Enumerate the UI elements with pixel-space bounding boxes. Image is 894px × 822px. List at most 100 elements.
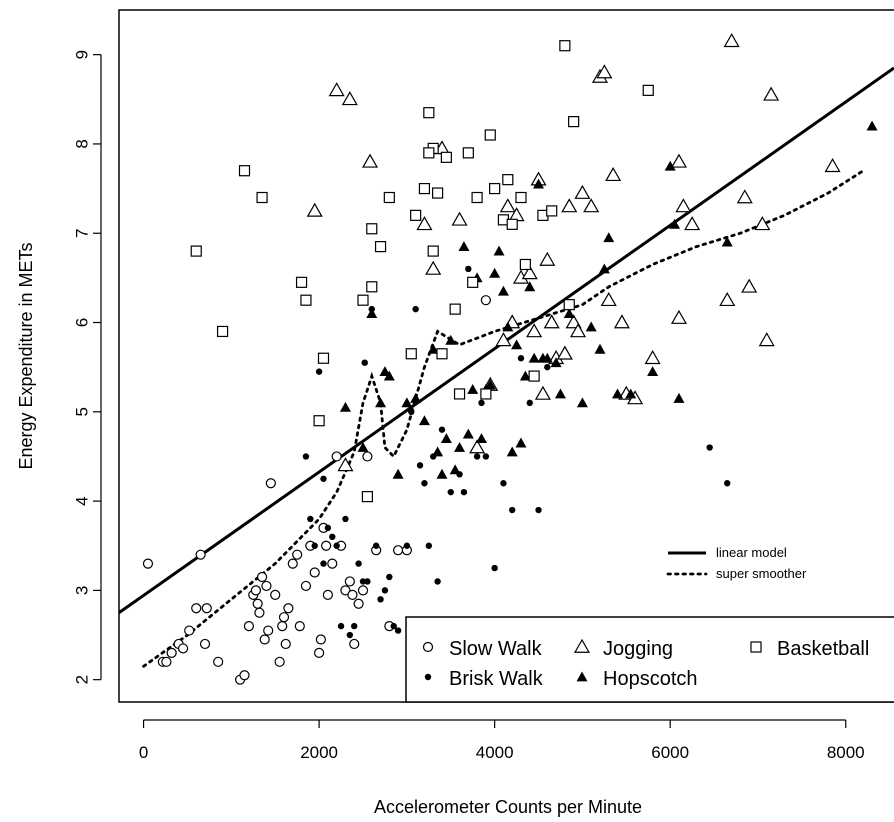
hopscotch-point bbox=[502, 321, 514, 332]
y-tick-label: 6 bbox=[72, 318, 91, 327]
hopscotch-point bbox=[339, 401, 351, 412]
slow-walk-point bbox=[280, 638, 291, 650]
brisk-walk-point bbox=[333, 542, 340, 549]
brisk-walk-point bbox=[412, 305, 419, 313]
jogging-point bbox=[600, 291, 617, 307]
y-tick-label: 5 bbox=[72, 407, 91, 416]
hopscotch-point bbox=[497, 285, 509, 296]
hopscotch-point bbox=[401, 397, 413, 408]
brisk-walk-point bbox=[425, 542, 433, 549]
slow-walk-point bbox=[195, 549, 206, 560]
basketball-point bbox=[295, 276, 308, 288]
jogging-point bbox=[670, 153, 687, 168]
basketball-point bbox=[366, 281, 378, 293]
jogging-point bbox=[719, 291, 736, 307]
hopscotch-point bbox=[440, 433, 452, 443]
hopscotch-point bbox=[554, 388, 566, 399]
basketball-point bbox=[440, 151, 452, 163]
slow-walk-point bbox=[142, 558, 154, 569]
basketball-point bbox=[423, 147, 435, 159]
hopscotch-point bbox=[528, 352, 540, 363]
jogging-point bbox=[341, 91, 358, 106]
brisk-walk-point bbox=[342, 515, 349, 523]
jogging-point bbox=[451, 211, 468, 226]
hopscotch-point bbox=[625, 388, 637, 399]
jogging-point bbox=[561, 198, 578, 213]
jogging-point bbox=[574, 184, 591, 199]
basketball-point bbox=[449, 303, 461, 315]
brisk-walk-point bbox=[320, 475, 327, 482]
jogging-point bbox=[499, 198, 516, 213]
hopscotch-point bbox=[519, 370, 531, 381]
jogging-point bbox=[824, 158, 841, 173]
brisk-walk-point bbox=[364, 578, 371, 585]
hopscotch-point bbox=[458, 241, 470, 252]
brisk-walk-point bbox=[535, 506, 542, 514]
basketball-point bbox=[405, 348, 417, 360]
slow-walk-point bbox=[166, 647, 177, 658]
brisk-walk-point bbox=[302, 453, 310, 460]
jogging-point bbox=[583, 198, 600, 213]
brisk-walk-point bbox=[438, 426, 446, 433]
hopscotch-point bbox=[866, 120, 878, 131]
brisk-walk-point bbox=[359, 578, 367, 585]
slow-walk-point bbox=[309, 567, 320, 578]
basketball-series bbox=[190, 40, 654, 503]
y-tick-label: 4 bbox=[72, 496, 91, 505]
brisk-walk-point bbox=[416, 462, 424, 469]
hopscotch-point bbox=[594, 343, 606, 354]
x-tick-label: 6000 bbox=[651, 743, 689, 762]
hopscotch-point bbox=[511, 339, 523, 350]
slow-walk-legend-label: Slow Walk bbox=[449, 638, 543, 660]
basketball-point bbox=[313, 415, 325, 427]
slow-walk-point bbox=[265, 478, 276, 489]
jogging-point bbox=[754, 216, 771, 231]
brisk-walk-point bbox=[324, 524, 332, 532]
jogging-point bbox=[569, 323, 587, 338]
basketball-point bbox=[506, 218, 518, 230]
brisk-walk-point bbox=[372, 542, 380, 549]
y-tick-label: 2 bbox=[72, 675, 91, 684]
brisk-walk-point bbox=[315, 368, 323, 375]
brisk-walk-point bbox=[337, 622, 345, 630]
brisk-walk-point bbox=[381, 587, 389, 594]
hopscotch-series bbox=[339, 120, 878, 479]
jogging-point bbox=[736, 189, 753, 204]
basketball-point bbox=[216, 325, 229, 338]
slow-walk-point bbox=[256, 571, 268, 583]
slow-walk-point bbox=[191, 603, 202, 614]
basketball-legend-label: Basketball bbox=[777, 638, 869, 660]
jogging-point bbox=[763, 86, 780, 101]
slow-walk-point bbox=[331, 451, 342, 462]
hopscotch-point bbox=[647, 366, 659, 377]
jogging-legend-label: Jogging bbox=[603, 638, 673, 660]
hopscotch-point bbox=[432, 446, 444, 457]
x-tick-label: 8000 bbox=[827, 743, 865, 762]
slow-walk-point bbox=[283, 603, 294, 614]
basketball-point bbox=[559, 40, 571, 52]
slow-walk-point bbox=[274, 656, 285, 667]
brisk-walk-point bbox=[403, 542, 411, 549]
jogging-series bbox=[306, 33, 841, 472]
hopscotch-point bbox=[357, 442, 369, 452]
legend-frame bbox=[405, 616, 894, 703]
slow-walk-point bbox=[322, 589, 333, 600]
brisk-walk-point bbox=[434, 578, 441, 585]
jogging-point bbox=[521, 265, 538, 280]
basketball-point bbox=[361, 491, 373, 503]
brisk-walk-point bbox=[482, 453, 490, 460]
x-tick-label: 4000 bbox=[476, 743, 514, 762]
hopscotch-point bbox=[550, 357, 562, 368]
slow-walk-point bbox=[254, 607, 265, 618]
jogging-point bbox=[416, 216, 433, 231]
slow-walk-point bbox=[259, 634, 270, 645]
y-tick-label: 7 bbox=[72, 228, 91, 237]
brisk-walk-legend-label: Brisk Walk bbox=[449, 668, 544, 690]
brisk-walk-point bbox=[478, 399, 485, 407]
jogging-point bbox=[495, 332, 512, 347]
brisk-walk-point bbox=[408, 408, 415, 416]
slow-walk-point bbox=[315, 634, 326, 645]
basketball-point bbox=[357, 294, 369, 306]
jogging-point bbox=[684, 216, 701, 231]
